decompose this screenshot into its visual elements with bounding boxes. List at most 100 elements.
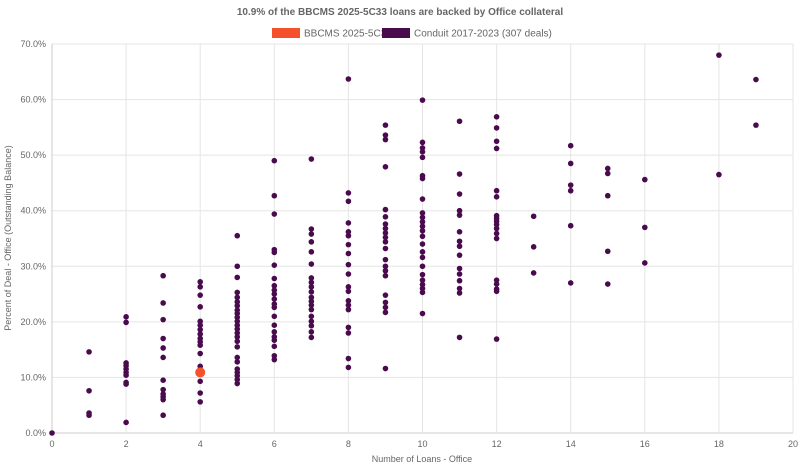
data-point-conduit[interactable] [160,396,166,403]
data-point-conduit[interactable] [456,207,463,214]
data-point-conduit[interactable] [382,164,389,170]
data-point-conduit[interactable] [382,263,389,270]
data-point-conduit[interactable] [419,277,426,283]
data-point-conduit[interactable] [308,302,315,308]
data-point-conduit[interactable] [493,288,500,295]
data-point-conduit[interactable] [456,171,463,177]
data-point-conduit[interactable] [271,291,278,297]
data-point-conduit[interactable] [345,271,352,277]
data-point-conduit[interactable] [234,359,241,365]
data-point-conduit[interactable] [234,318,241,325]
data-point-conduit[interactable] [271,192,278,199]
data-point-conduit[interactable] [234,289,241,296]
data-point-conduit[interactable] [271,329,278,335]
data-point-conduit[interactable] [456,243,463,250]
data-point-conduit[interactable] [234,376,241,383]
data-point-conduit[interactable] [345,302,352,308]
data-point-conduit[interactable] [160,316,166,323]
data-point-conduit[interactable] [271,313,278,320]
data-point-conduit[interactable] [271,287,278,293]
data-point-conduit[interactable] [234,322,241,328]
data-point-conduit[interactable] [493,125,500,131]
data-point-conduit[interactable] [382,225,389,232]
data-point-conduit[interactable] [456,252,463,258]
data-point-conduit[interactable] [271,296,278,302]
data-point-conduit[interactable] [419,281,426,288]
data-point-conduit[interactable] [308,294,315,301]
data-point-conduit[interactable] [493,113,500,120]
data-point-conduit[interactable] [419,233,426,240]
data-point-conduit[interactable] [493,235,500,242]
data-point-conduit[interactable] [345,288,352,295]
data-point-conduit[interactable] [419,263,426,270]
data-point-conduit[interactable] [419,289,426,296]
data-point-conduit[interactable] [382,230,389,236]
data-point-conduit[interactable] [382,256,389,263]
data-point-conduit[interactable] [419,254,426,261]
data-point-conduit[interactable] [493,336,500,342]
data-point-conduit[interactable] [308,226,315,232]
data-point-conduit[interactable] [382,221,389,227]
data-point-conduit[interactable] [456,238,463,245]
data-point-conduit[interactable] [308,231,315,237]
data-point-conduit[interactable] [382,136,389,143]
data-point-conduit[interactable] [345,364,352,371]
data-point-conduit[interactable] [419,241,426,247]
data-point-conduit[interactable] [493,145,500,152]
data-point-conduit[interactable] [493,281,500,287]
data-point-conduit[interactable] [604,281,611,287]
data-point-conduit[interactable] [49,430,55,436]
data-point-conduit[interactable] [419,214,426,221]
data-point-conduit[interactable] [493,138,500,145]
data-point-conduit[interactable] [382,299,389,306]
data-point-conduit[interactable] [197,284,203,290]
data-point-conduit[interactable] [567,160,574,167]
data-point-conduit[interactable] [345,355,352,362]
data-point-conduit[interactable] [86,349,92,355]
data-point-conduit[interactable] [197,326,203,333]
data-point-conduit[interactable] [567,182,574,188]
data-point-conduit[interactable] [160,272,166,279]
data-point-conduit[interactable] [567,222,574,229]
data-point-conduit[interactable] [123,314,129,320]
data-point-conduit[interactable] [716,171,722,178]
data-point-conduit[interactable] [642,260,648,266]
data-point-conduit[interactable] [456,334,463,341]
data-point-conduit[interactable] [123,319,129,326]
data-point-conduit[interactable] [308,239,315,245]
data-point-conduit[interactable] [197,331,203,337]
data-point-conduit[interactable] [456,118,463,125]
data-point-conduit[interactable] [382,234,389,241]
data-point-conduit[interactable] [197,350,203,357]
data-point-conduit[interactable] [308,156,315,162]
data-point-conduit[interactable] [160,412,166,419]
data-point-conduit[interactable] [308,261,315,267]
data-point-conduit[interactable] [271,157,278,164]
data-point-conduit[interactable] [604,170,611,177]
data-point-conduit[interactable] [345,220,352,226]
data-point-conduit[interactable] [493,230,500,237]
data-point-conduit[interactable] [382,214,389,220]
data-point-conduit[interactable] [382,122,389,128]
data-point-conduit[interactable] [493,221,500,228]
data-point-conduit[interactable] [234,344,241,350]
data-point-conduit[interactable] [197,342,203,348]
data-point-conduit[interactable] [123,381,129,387]
data-point-conduit[interactable] [271,249,278,256]
data-point-conduit[interactable] [234,314,241,321]
data-point-conduit[interactable] [271,282,278,289]
data-point-conduit[interactable] [234,354,241,361]
data-point-conduit[interactable] [419,219,426,225]
data-point-conduit[interactable] [382,309,389,316]
data-point-conduit[interactable] [493,277,500,283]
data-point-conduit[interactable] [234,302,241,309]
data-point-conduit[interactable] [308,313,315,320]
data-point-conduit[interactable] [234,274,241,281]
data-point-conduit[interactable] [493,225,500,232]
data-point-bbcms[interactable] [195,367,206,378]
data-point-conduit[interactable] [197,279,203,285]
data-point-conduit[interactable] [234,299,241,305]
data-point-conduit[interactable] [753,76,759,83]
data-point-conduit[interactable] [419,227,426,234]
data-point-conduit[interactable] [271,352,278,359]
